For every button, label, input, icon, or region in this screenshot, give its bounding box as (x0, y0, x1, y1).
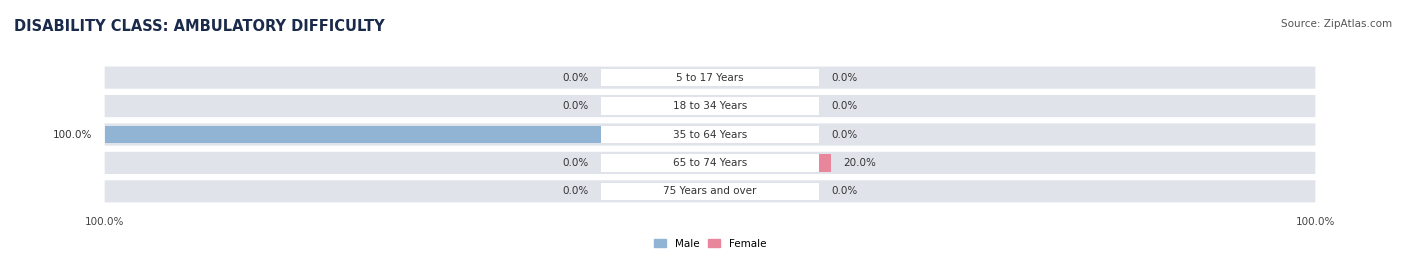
Bar (710, 183, 818, 200)
Bar (602, 126, 710, 143)
Bar (602, 126, 818, 143)
Text: 65 to 74 Years: 65 to 74 Years (673, 158, 747, 168)
Bar (602, 97, 710, 115)
Bar (710, 97, 818, 115)
Text: Source: ZipAtlas.com: Source: ZipAtlas.com (1281, 19, 1392, 29)
Bar (602, 183, 710, 200)
Bar (602, 154, 818, 172)
Bar (602, 97, 818, 115)
FancyBboxPatch shape (104, 123, 1316, 146)
Bar (104, 126, 602, 143)
Bar (710, 154, 818, 172)
Text: 35 to 64 Years: 35 to 64 Years (673, 129, 747, 140)
Text: 5 to 17 Years: 5 to 17 Years (676, 73, 744, 83)
Text: 0.0%: 0.0% (831, 73, 858, 83)
Bar (602, 69, 710, 86)
Bar (710, 69, 818, 86)
FancyBboxPatch shape (104, 180, 1316, 203)
Text: 100.0%: 100.0% (53, 129, 93, 140)
Bar (602, 154, 710, 172)
Bar (818, 154, 831, 172)
Text: DISABILITY CLASS: AMBULATORY DIFFICULTY: DISABILITY CLASS: AMBULATORY DIFFICULTY (14, 19, 385, 34)
Text: 75 Years and over: 75 Years and over (664, 186, 756, 196)
Text: 0.0%: 0.0% (562, 73, 589, 83)
Text: 0.0%: 0.0% (562, 186, 589, 196)
Bar (710, 126, 818, 143)
FancyBboxPatch shape (104, 152, 1316, 174)
Text: 18 to 34 Years: 18 to 34 Years (673, 101, 747, 111)
Bar (602, 69, 818, 86)
FancyBboxPatch shape (104, 66, 1316, 89)
Text: 0.0%: 0.0% (831, 129, 858, 140)
Text: 0.0%: 0.0% (831, 186, 858, 196)
Legend: Male, Female: Male, Female (650, 235, 770, 253)
Bar (602, 183, 818, 200)
Text: 0.0%: 0.0% (562, 158, 589, 168)
Text: 0.0%: 0.0% (562, 101, 589, 111)
FancyBboxPatch shape (104, 95, 1316, 117)
Text: 0.0%: 0.0% (831, 101, 858, 111)
Text: 20.0%: 20.0% (844, 158, 876, 168)
